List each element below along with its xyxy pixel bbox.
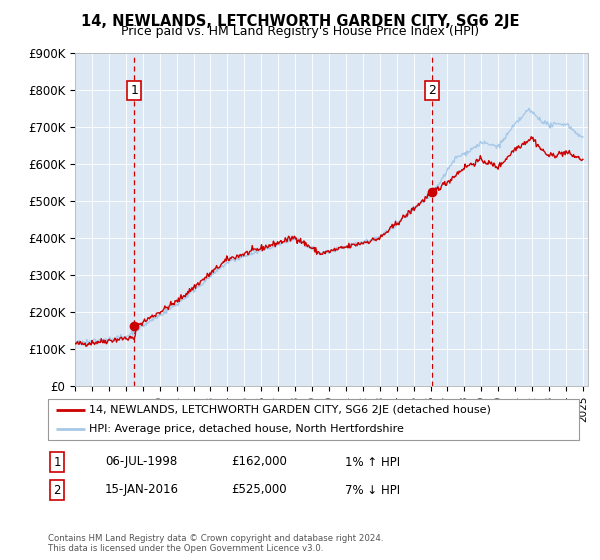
Text: 2: 2	[428, 84, 436, 97]
Text: Price paid vs. HM Land Registry's House Price Index (HPI): Price paid vs. HM Land Registry's House …	[121, 25, 479, 38]
Text: 2: 2	[53, 483, 61, 497]
Text: 1% ↑ HPI: 1% ↑ HPI	[345, 455, 400, 469]
Text: HPI: Average price, detached house, North Hertfordshire: HPI: Average price, detached house, Nort…	[89, 424, 404, 433]
Text: £162,000: £162,000	[231, 455, 287, 469]
FancyBboxPatch shape	[48, 399, 579, 440]
Text: 1: 1	[53, 455, 61, 469]
Text: £525,000: £525,000	[231, 483, 287, 497]
Text: Contains HM Land Registry data © Crown copyright and database right 2024.
This d: Contains HM Land Registry data © Crown c…	[48, 534, 383, 553]
Text: 06-JUL-1998: 06-JUL-1998	[105, 455, 177, 469]
Text: 7% ↓ HPI: 7% ↓ HPI	[345, 483, 400, 497]
Text: 14, NEWLANDS, LETCHWORTH GARDEN CITY, SG6 2JE: 14, NEWLANDS, LETCHWORTH GARDEN CITY, SG…	[81, 14, 519, 29]
Text: 14, NEWLANDS, LETCHWORTH GARDEN CITY, SG6 2JE (detached house): 14, NEWLANDS, LETCHWORTH GARDEN CITY, SG…	[89, 405, 491, 415]
Text: 15-JAN-2016: 15-JAN-2016	[105, 483, 179, 497]
Text: 1: 1	[130, 84, 138, 97]
